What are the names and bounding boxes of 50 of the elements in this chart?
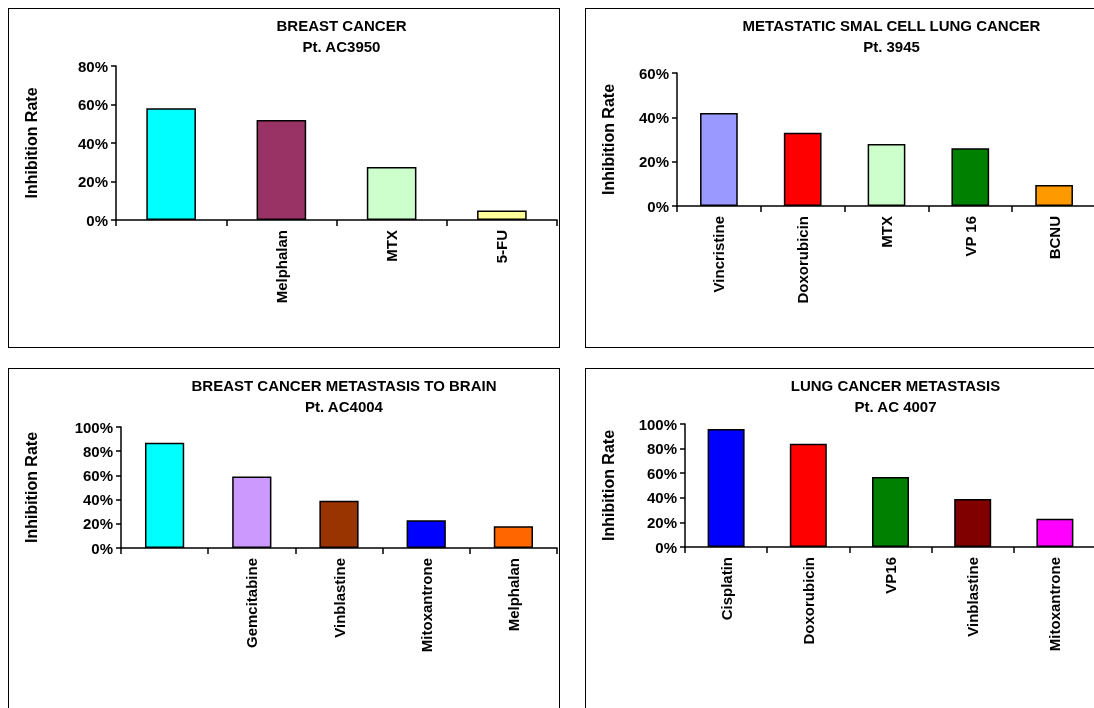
chart-title: LUNG CANCER METASTASIS — [790, 377, 1001, 394]
x-tick-label: Doxorubicin — [794, 216, 812, 304]
y-tick-label: 80% — [77, 57, 108, 75]
x-tick-label: MTX — [878, 216, 895, 248]
x-tick-label: VP 16 — [961, 216, 979, 257]
y-tick-label: 0% — [655, 538, 677, 556]
y-tick-label: 0% — [86, 211, 108, 229]
y-tick-label: 80% — [82, 442, 113, 460]
y-tick-label: 20% — [646, 513, 677, 531]
chart-subtitle: Pt. AC3950 — [302, 38, 381, 55]
x-tick-label: Doxorubicin — [799, 557, 817, 645]
y-tick-label: 40% — [638, 108, 669, 126]
chart-subtitle: Pt. AC4004 — [305, 398, 384, 415]
y-axis-title: Inhibition Rate — [22, 87, 40, 199]
x-tick-label: Mitoxantrone — [417, 558, 435, 653]
chart-title: METASTATIC SMAL CELL LUNG CANCER — [742, 17, 1041, 34]
x-tick-label: Cisplatin — [717, 557, 735, 621]
y-tick-label: 20% — [82, 515, 113, 533]
y-tick-label: 40% — [82, 491, 113, 509]
y-tick-label: 60% — [646, 464, 677, 482]
y-tick-label: 100% — [638, 415, 677, 433]
x-tick-label: Melphalan — [272, 230, 290, 304]
y-tick-label: 100% — [74, 418, 113, 436]
x-tick-label: Gemcitabine — [243, 558, 261, 649]
chart-title: BREAST CANCER METASTASIS TO BRAIN — [191, 377, 497, 394]
y-tick-label: 20% — [77, 173, 108, 190]
y-tick-label: 0% — [647, 197, 669, 215]
chart-subtitle: Pt. AC 4007 — [854, 398, 937, 415]
y-tick-label: 20% — [638, 153, 669, 171]
y-tick-label: 40% — [77, 134, 108, 152]
y-tick-label: 60% — [638, 64, 669, 82]
x-tick-label: Vinblastine — [330, 558, 348, 638]
x-tick-label: Mitoxantrone — [1046, 557, 1064, 652]
y-tick-label: 0% — [91, 539, 113, 557]
y-tick-label: 80% — [646, 440, 677, 458]
x-tick-label: 5-FU — [493, 230, 511, 264]
x-tick-label: Vincristine — [710, 216, 728, 293]
y-axis-title: Inhibition Rate — [599, 429, 617, 542]
x-tick-label: MTX — [383, 230, 401, 262]
y-tick-label: 60% — [77, 96, 108, 113]
x-tick-label: Vinblastine — [964, 557, 982, 637]
y-axis-title: Inhibition Rate — [599, 83, 617, 196]
y-tick-label: 40% — [646, 489, 677, 507]
chart-title: BREAST CANCER — [276, 17, 407, 34]
x-tick-label: BCNU — [1045, 216, 1063, 260]
y-axis-title: Inhibition Rate — [22, 431, 40, 544]
x-tick-label: VP16 — [882, 557, 899, 594]
x-tick-label: Melphalan — [504, 558, 522, 632]
y-tick-label: 60% — [82, 466, 113, 484]
chart-subtitle: Pt. 3945 — [863, 38, 920, 55]
